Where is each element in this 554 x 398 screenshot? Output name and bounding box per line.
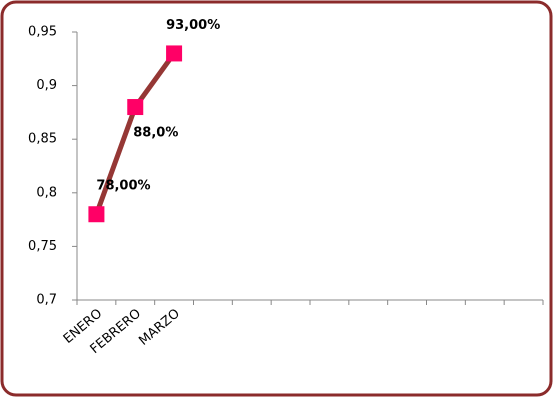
marker (88, 206, 105, 223)
value-label: 88,0% (133, 126, 178, 141)
value-label: 93,00% (166, 18, 220, 33)
y-tick-label: 0,75 (28, 239, 57, 254)
y-tick-label: 0,85 (28, 132, 57, 147)
marker (166, 45, 183, 62)
y-tick-label: 0,8 (36, 185, 57, 200)
marker (127, 99, 144, 116)
y-tick-label: 0,95 (28, 25, 57, 40)
y-tick-label: 0,9 (36, 78, 57, 93)
value-label: 78,00% (96, 179, 150, 194)
y-tick-label: 0,7 (36, 293, 57, 308)
